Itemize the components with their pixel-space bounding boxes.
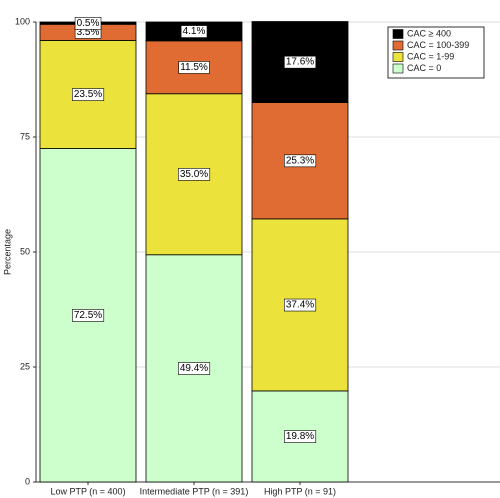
label-box	[284, 154, 317, 168]
value-label: 35.0%	[180, 169, 208, 180]
y-tick-label: 100	[15, 16, 30, 26]
legend-swatch	[392, 63, 404, 74]
value-label: 19.8%	[286, 431, 314, 442]
x-tick-label: High PTP (n = 91)	[264, 486, 336, 496]
y-axis-label: Percentage	[2, 229, 12, 275]
legend-swatch	[392, 40, 404, 51]
x-tick-label: Intermediate PTP (n = 391)	[140, 486, 249, 496]
value-label: 3.5%	[77, 27, 100, 38]
label-box	[178, 362, 211, 375]
label-box	[72, 309, 105, 322]
label-box	[178, 168, 211, 181]
label-box	[178, 61, 210, 74]
value-label: 4.1%	[183, 26, 206, 37]
value-label: 11.5%	[180, 62, 208, 73]
legend-label: CAC ≥ 400	[407, 28, 451, 38]
x-tick-label: Low PTP (n = 400)	[50, 486, 125, 496]
value-label: 25.3%	[286, 155, 314, 166]
value-label: 37.4%	[286, 300, 314, 311]
y-tick-label: 50	[20, 246, 30, 256]
label-box	[284, 298, 317, 312]
y-tick-label: 25	[20, 361, 30, 371]
label-box	[72, 88, 105, 101]
value-label: 0.5%	[77, 18, 100, 29]
legend-label: CAC = 100-399	[407, 40, 469, 50]
legend-box	[387, 26, 485, 79]
value-label: 23.5%	[74, 89, 102, 100]
legend-label: CAC = 1-99	[407, 51, 454, 61]
legend-swatch	[392, 52, 404, 62]
value-label: 17.6%	[286, 57, 314, 68]
y-tick-label: 75	[20, 131, 30, 141]
label-box	[284, 430, 317, 443]
y-tick-label: 0	[25, 476, 30, 486]
label-box	[284, 55, 317, 69]
value-label: 72.5%	[74, 310, 102, 321]
label-box	[180, 25, 208, 38]
legend-label: CAC = 0	[407, 63, 441, 73]
label-box	[74, 16, 102, 30]
value-label: 49.4%	[180, 363, 208, 374]
legend-swatch	[392, 29, 404, 39]
